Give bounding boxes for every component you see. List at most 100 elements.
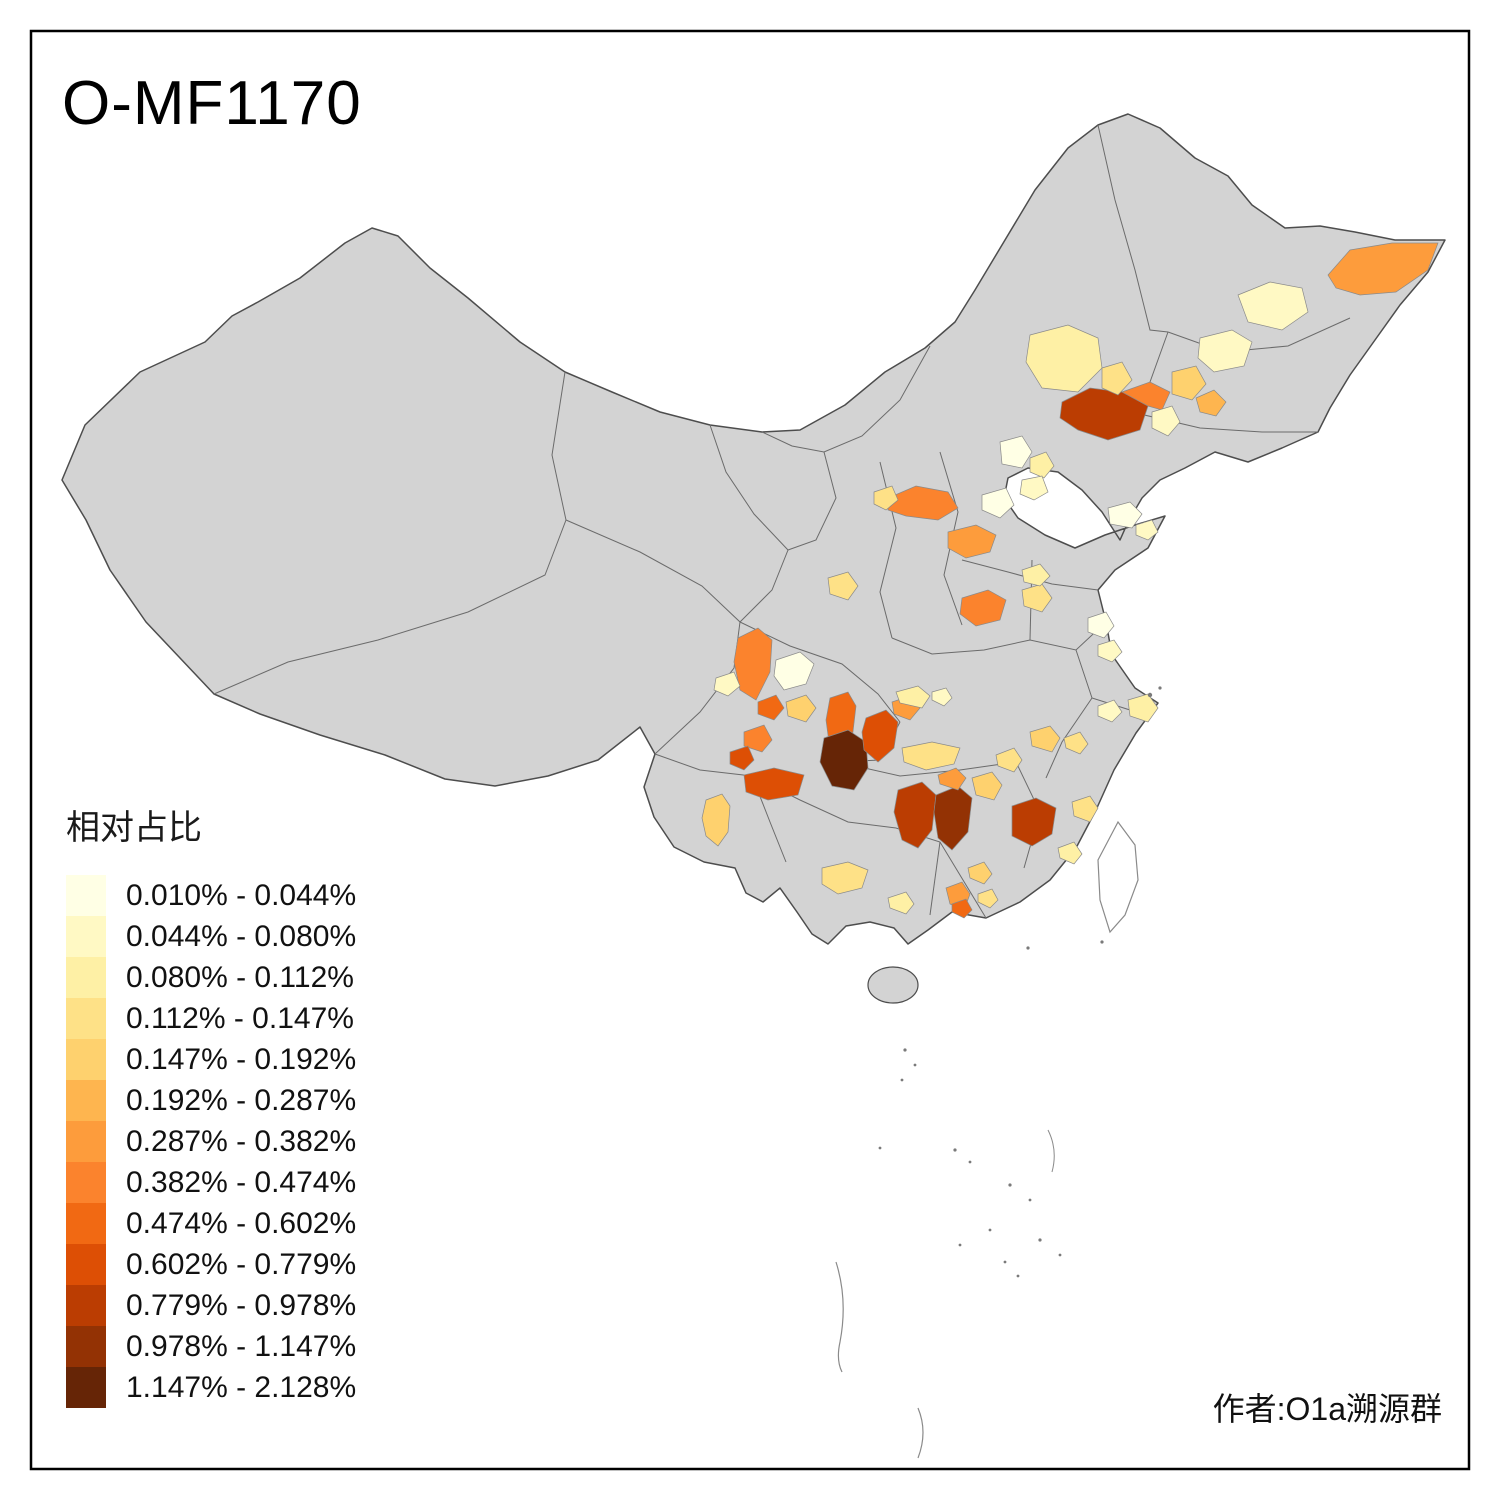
map-region xyxy=(821,861,869,895)
map-region xyxy=(1195,389,1227,417)
legend-swatch xyxy=(66,1162,106,1203)
legend-swatch xyxy=(66,1039,106,1080)
legend-row: 0.112% - 0.147% xyxy=(66,998,356,1039)
map-region xyxy=(999,435,1033,469)
map-region xyxy=(1059,387,1149,441)
map-region xyxy=(971,771,1003,801)
map-region xyxy=(895,685,931,709)
author-credit: 作者:O1a溯源群 xyxy=(1212,1391,1442,1427)
legend-row: 0.192% - 0.287% xyxy=(66,1080,356,1121)
map-region xyxy=(785,694,817,723)
legend-swatch xyxy=(66,1285,106,1326)
map-region xyxy=(995,747,1023,773)
map-region xyxy=(1087,611,1115,639)
map-region xyxy=(1021,563,1051,587)
map-region xyxy=(937,767,967,791)
legend-label: 0.080% - 0.112% xyxy=(126,960,354,994)
legend-row: 0.474% - 0.602% xyxy=(66,1203,356,1244)
map-region xyxy=(1197,329,1253,373)
legend-row: 0.044% - 0.080% xyxy=(66,916,356,957)
legend-swatch xyxy=(66,1244,106,1285)
map-region xyxy=(1025,324,1103,393)
map-region xyxy=(933,785,973,851)
map-region xyxy=(887,891,915,915)
legend-swatch xyxy=(66,957,106,998)
legend-label: 0.147% - 0.192% xyxy=(126,1042,357,1076)
legend-swatch xyxy=(66,875,106,916)
south-china-sea-islands xyxy=(835,686,1162,1459)
map-region xyxy=(1019,475,1049,501)
map-region xyxy=(1071,795,1099,823)
legend-swatch xyxy=(66,1080,106,1121)
map-region xyxy=(1171,365,1207,401)
map-region xyxy=(1063,731,1089,755)
map-region xyxy=(713,671,741,697)
legend-row: 0.382% - 0.474% xyxy=(66,1162,356,1203)
legend: 相对占比 0.010% - 0.044% 0.044% - 0.080% 0.080… xyxy=(66,800,356,1408)
map-region xyxy=(861,709,899,763)
map-region xyxy=(981,487,1015,519)
legend-label: 1.147% - 2.128% xyxy=(126,1370,357,1404)
plot-border xyxy=(29,29,1471,1471)
map-region xyxy=(931,687,953,707)
map-region xyxy=(977,888,999,909)
map-region xyxy=(1107,501,1143,529)
legend-row: 1.147% - 2.128% xyxy=(66,1367,356,1408)
legend-label: 0.044% - 0.080% xyxy=(126,919,357,953)
map-region xyxy=(887,485,959,521)
map-region xyxy=(1097,699,1123,723)
map-region xyxy=(947,524,997,559)
legend-swatch xyxy=(66,1367,106,1408)
hainan-island xyxy=(867,966,919,1004)
legend-label: 0.192% - 0.287% xyxy=(126,1083,357,1117)
map-region xyxy=(743,767,805,801)
map-region xyxy=(1029,725,1061,753)
map-region xyxy=(773,651,815,691)
map-region xyxy=(1151,405,1181,437)
map-region xyxy=(743,724,773,753)
map-region xyxy=(1135,519,1159,541)
legend-row: 0.779% - 0.978% xyxy=(66,1285,356,1326)
map-region xyxy=(819,729,869,791)
map-region xyxy=(701,793,731,847)
legend-swatch xyxy=(66,998,106,1039)
map-region xyxy=(901,741,961,771)
map-region xyxy=(1127,693,1159,723)
legend-row: 0.978% - 1.147% xyxy=(66,1326,356,1367)
map-region xyxy=(1101,361,1133,396)
map-region xyxy=(893,781,937,849)
legend-label: 0.978% - 1.147% xyxy=(126,1329,357,1363)
map-region xyxy=(1237,281,1309,331)
map-region xyxy=(1121,381,1171,411)
legend-label: 0.287% - 0.382% xyxy=(126,1124,357,1158)
legend-swatch xyxy=(66,1203,106,1244)
taiwan-island xyxy=(1097,820,1139,934)
legend-entries: 0.010% - 0.044% 0.044% - 0.080% 0.080% - 0… xyxy=(66,875,356,1408)
legend-row: 0.287% - 0.382% xyxy=(66,1121,356,1162)
map-region xyxy=(1327,242,1439,296)
legend-label: 0.112% - 0.147% xyxy=(126,1001,354,1035)
map-region xyxy=(733,627,773,701)
map-region xyxy=(1029,451,1055,479)
map-region xyxy=(967,861,993,885)
map-region xyxy=(873,485,899,511)
legend-label: 0.010% - 0.044% xyxy=(126,878,357,912)
map-region xyxy=(757,694,785,721)
page-title: O-MF1170 xyxy=(62,69,362,138)
map-region xyxy=(729,745,755,771)
legend-label: 0.779% - 0.978% xyxy=(126,1288,357,1322)
legend-swatch xyxy=(66,1326,106,1367)
legend-row: 0.147% - 0.192% xyxy=(66,1039,356,1080)
map-region xyxy=(951,898,973,919)
legend-row: 0.080% - 0.112% xyxy=(66,957,356,998)
map-region xyxy=(827,571,859,601)
legend-title: 相对占比 xyxy=(66,809,202,847)
map-region xyxy=(959,589,1007,627)
legend-label: 0.474% - 0.602% xyxy=(126,1206,357,1240)
legend-row: 0.602% - 0.779% xyxy=(66,1244,356,1285)
map-region xyxy=(1011,797,1057,847)
legend-swatch xyxy=(66,916,106,957)
map-region xyxy=(1057,841,1083,865)
